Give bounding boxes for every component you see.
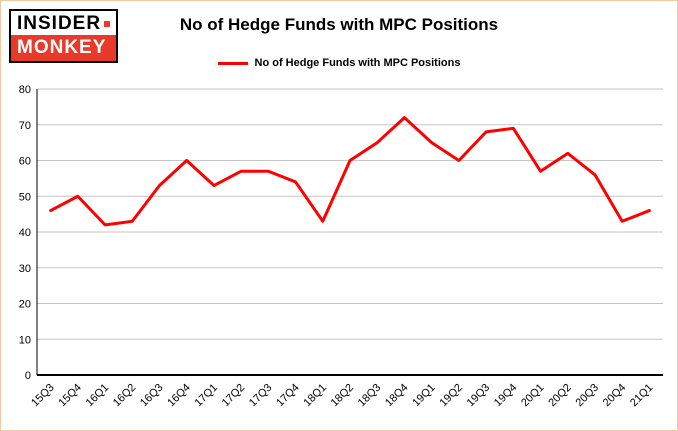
x-tick-label: 18Q2 [329, 382, 357, 410]
y-tick-label: 70 [19, 120, 31, 132]
logo-insider-text: INSIDER [17, 13, 102, 34]
y-tick-label: 0 [25, 370, 31, 382]
y-tick-label: 20 [19, 299, 31, 311]
x-tick-label: 19Q1 [410, 382, 438, 410]
x-tick-label: 16Q4 [165, 382, 193, 410]
x-tick-label: 16Q3 [138, 382, 166, 410]
y-tick-label: 30 [19, 263, 31, 275]
x-tick-label: 18Q1 [301, 382, 329, 410]
y-tick-label: 60 [19, 156, 31, 168]
y-tick-label: 50 [19, 191, 31, 203]
logo-monkey-text: MONKEY [11, 35, 117, 61]
series-line [49, 116, 651, 227]
legend: No of Hedge Funds with MPC Positions [1, 57, 677, 69]
x-tick-label: 18Q4 [383, 382, 411, 410]
y-tick-label: 10 [19, 334, 31, 346]
x-tick-label: 15Q3 [29, 382, 57, 410]
insider-monkey-logo: INSIDER MONKEY [9, 9, 119, 63]
logo-red-square-icon [104, 20, 111, 27]
x-tick-label: 19Q3 [465, 382, 493, 410]
x-tick-label: 20Q1 [519, 382, 547, 410]
x-tick-label: 20Q4 [601, 382, 629, 410]
chart-title: No of Hedge Funds with MPC Positions [179, 15, 499, 34]
x-tick-label: 20Q3 [574, 382, 602, 410]
x-tick-label: 19Q2 [437, 382, 465, 410]
x-tick-label: 19Q4 [492, 382, 520, 410]
legend-label: No of Hedge Funds with MPC Positions [254, 57, 461, 69]
y-tick-label: 80 [19, 84, 31, 96]
x-tick-label: 17Q1 [193, 382, 221, 410]
x-tick-label: 16Q1 [84, 382, 112, 410]
x-tick-label: 17Q4 [274, 382, 302, 410]
x-tick-label: 16Q2 [111, 382, 139, 410]
x-tick-label: 21Q1 [628, 382, 656, 410]
x-tick-label: 17Q2 [220, 382, 248, 410]
logo-insider-row: INSIDER [11, 11, 117, 35]
x-tick-label: 15Q4 [56, 382, 84, 410]
x-tick-label: 20Q2 [546, 382, 574, 410]
x-tick-label: 17Q3 [247, 382, 275, 410]
legend-line-swatch [217, 61, 248, 65]
y-tick-label: 40 [19, 227, 31, 239]
x-tick-label: 18Q3 [356, 382, 384, 410]
